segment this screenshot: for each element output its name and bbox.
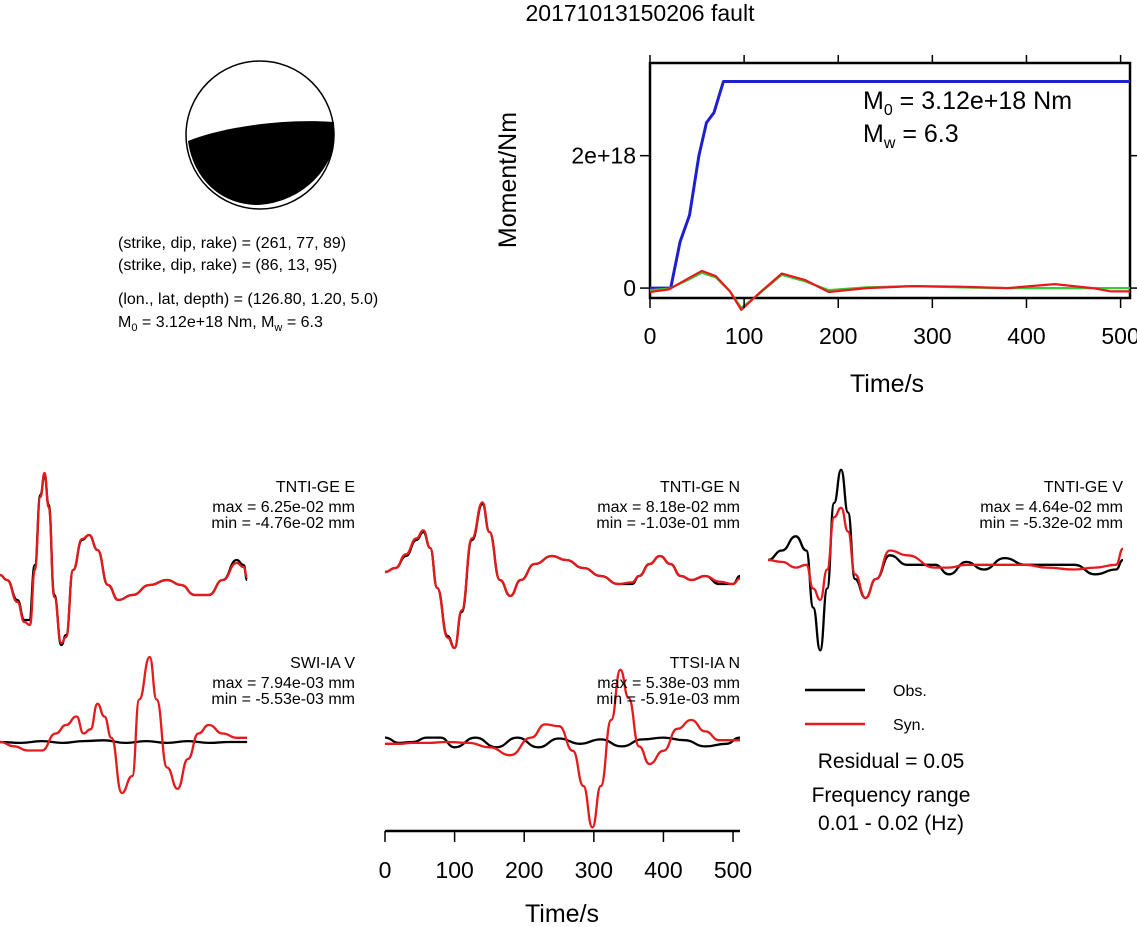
synthetic-waveform — [384, 501, 741, 650]
observed-waveform — [384, 736, 741, 749]
synthetic-waveform — [385, 668, 740, 829]
moment-xtick-label: 400 — [1007, 323, 1045, 349]
focal-location: (lon., lat, depth) = (126.80, 1.20, 5.0) — [118, 291, 378, 308]
min-amplitude-label: min = -1.03e-01 mm — [596, 515, 740, 532]
station-label: TNTI-GE E — [276, 479, 355, 496]
max-amplitude-label: max = 8.18e-02 mm — [597, 499, 740, 516]
waveform-xtick-label: 100 — [435, 857, 473, 883]
figure-title: 20171013150206 fault — [526, 0, 756, 26]
station-label: TTSI-IA N — [670, 655, 740, 672]
moment-xtick-label: 0 — [644, 323, 657, 349]
moment-rate-line — [650, 80, 1130, 290]
moment-ytick-label: 2e+18 — [571, 143, 636, 169]
min-amplitude-label: min = -5.91e-03 mm — [596, 691, 740, 708]
moment-ytick-label: 0 — [623, 275, 636, 301]
observed-waveform — [0, 739, 248, 745]
moment-green-line — [649, 271, 1130, 309]
beachball — [185, 60, 335, 210]
max-amplitude-label: max = 6.25e-02 mm — [212, 499, 355, 516]
moment-axes: 0 100 200 300 400 500 0 2e+18 — [571, 55, 1137, 349]
max-amplitude-label: max = 4.64e-02 mm — [980, 499, 1123, 516]
moment-red-line — [649, 269, 1130, 311]
observed-waveform — [767, 468, 1124, 652]
moment-m0-label: M0 = 3.12e+18 Nm — [863, 87, 1072, 119]
waveform-time-axis: Time/s 0 100 200 300 400 500 — [379, 829, 752, 927]
legend-obs-label: Obs. — [893, 683, 927, 700]
synthetic-waveform — [0, 471, 249, 645]
moment-mw-label: Mw = 6.3 — [863, 120, 959, 152]
max-amplitude-label: max = 5.38e-03 mm — [597, 675, 740, 692]
legend: Obs. Syn. Residual = 0.05 Frequency rang… — [805, 683, 970, 835]
waveform-xlabel: Time/s — [525, 900, 599, 927]
beachball-compression-quadrant — [188, 121, 334, 205]
frequency-range-value: 0.01 - 0.02 (Hz) — [818, 812, 964, 835]
focal-moment: M0 = 3.12e+18 Nm, Mw = 6.3 — [118, 314, 323, 334]
residual-text: Residual = 0.05 — [818, 750, 965, 773]
focal-plane-2: (strike, dip, rake) = (86, 13, 95) — [118, 257, 337, 274]
station-label: TNTI-GE N — [660, 479, 740, 496]
station-label: SWI-IA V — [290, 655, 355, 672]
min-amplitude-label: min = -5.53e-03 mm — [211, 691, 355, 708]
legend-syn-label: Syn. — [893, 717, 925, 734]
min-amplitude-label: min = -5.32e-02 mm — [979, 515, 1123, 532]
waveform-xtick-label: 200 — [505, 857, 543, 883]
moment-series-group — [649, 80, 1130, 311]
moment-xlabel: Time/s — [850, 370, 924, 398]
moment-plot-frame — [648, 61, 1132, 300]
moment-xtick-label: 300 — [913, 323, 951, 349]
focal-plane-1: (strike, dip, rake) = (261, 77, 89) — [118, 235, 346, 252]
moment-xtick-label: 500 — [1101, 323, 1137, 349]
synthetic-waveform — [0, 655, 248, 795]
synthetic-waveform — [767, 506, 1124, 602]
waveform-xtick-label: 500 — [714, 857, 752, 883]
min-amplitude-label: min = -4.76e-02 mm — [211, 515, 355, 532]
moment-xtick-label: 200 — [819, 323, 857, 349]
max-amplitude-label: max = 7.94e-03 mm — [212, 675, 355, 692]
station-label: TNTI-GE V — [1044, 479, 1123, 496]
moment-xtick-label: 100 — [725, 323, 763, 349]
moment-ylabel: Moment/Nm — [494, 112, 522, 248]
waveform-xtick-label: 0 — [379, 857, 392, 883]
frequency-range-title: Frequency range — [812, 784, 971, 807]
waveform-xtick-label: 400 — [644, 857, 682, 883]
waveform-xtick-label: 300 — [575, 857, 613, 883]
